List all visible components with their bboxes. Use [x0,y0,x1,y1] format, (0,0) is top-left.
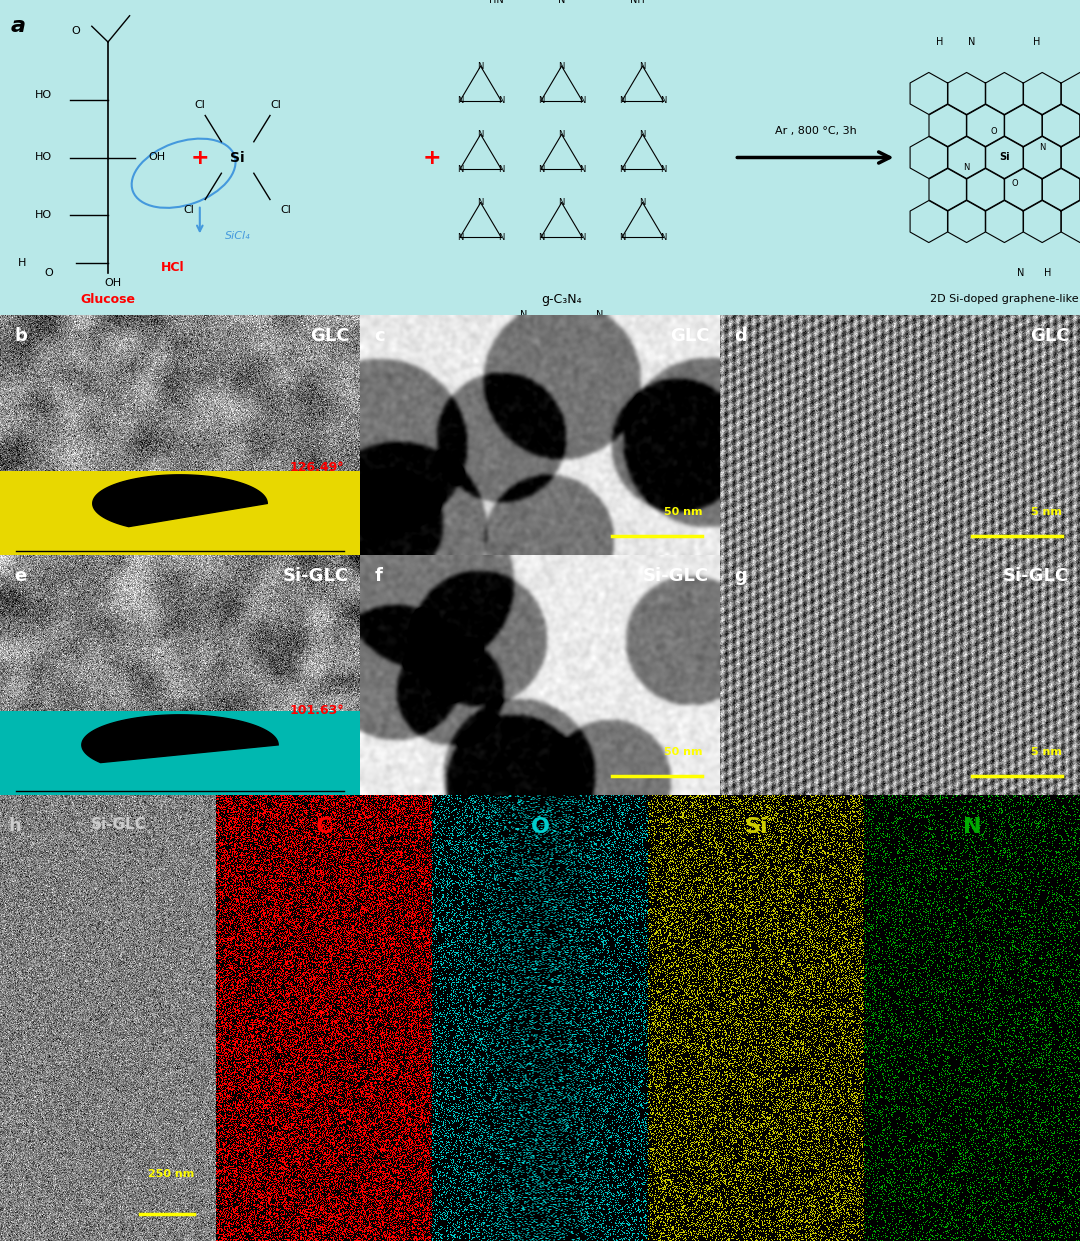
Text: 5 nm: 5 nm [1031,747,1062,757]
Text: N: N [538,165,544,174]
Text: Ar , 800 °C, 3h: Ar , 800 °C, 3h [774,127,856,137]
Text: e: e [14,567,27,585]
Text: N: N [619,97,625,105]
Text: 500 nm: 500 nm [296,506,342,516]
Text: Cl: Cl [194,101,205,110]
Text: Cl: Cl [184,205,194,215]
Text: d: d [734,326,747,345]
Text: HO: HO [35,89,52,99]
Text: N: N [962,818,982,838]
Text: O: O [530,818,550,838]
Text: Si: Si [230,150,245,165]
Text: O: O [1012,179,1018,189]
Text: OH: OH [148,153,165,163]
Text: N: N [619,165,625,174]
Text: N: N [579,233,585,242]
Text: c: c [375,326,386,345]
Text: C: C [315,818,333,838]
Text: SiCl₄: SiCl₄ [225,231,251,241]
Text: N: N [619,233,625,242]
Text: N: N [969,37,975,47]
Text: N: N [457,97,463,105]
Text: O: O [990,127,997,135]
Text: O: O [44,268,53,278]
Text: GLC: GLC [670,326,710,345]
Text: N: N [477,62,484,71]
Text: H: H [1034,37,1040,47]
Text: N: N [1039,143,1045,151]
Text: a: a [11,16,26,36]
Text: N: N [579,165,585,174]
Text: Si-GLC: Si-GLC [1003,567,1069,585]
Text: N: N [558,130,565,139]
Text: 250 nm: 250 nm [148,1169,194,1179]
Text: N: N [639,130,646,139]
Text: N: N [477,130,484,139]
Text: HCl: HCl [161,262,185,274]
Text: GLC: GLC [310,326,349,345]
Text: NH: NH [630,0,645,5]
Text: OH: OH [105,278,122,288]
Text: 50 nm: 50 nm [663,506,702,516]
Text: N: N [639,62,646,71]
Text: O: O [71,26,80,36]
Text: Cl: Cl [270,101,281,110]
Text: N: N [639,199,646,207]
Text: g-C₃N₄: g-C₃N₄ [541,293,582,305]
Text: 50 nm: 50 nm [663,747,702,757]
Text: +: + [190,148,210,168]
Text: Si-GLC: Si-GLC [643,567,710,585]
Text: Si: Si [744,818,768,838]
Text: N: N [660,233,666,242]
Text: H: H [1044,268,1051,278]
Text: N: N [596,310,603,320]
Text: N: N [538,233,544,242]
Text: H: H [936,37,943,47]
Text: H: H [17,257,26,268]
Text: N: N [558,62,565,71]
Text: HO: HO [35,210,52,220]
Text: N: N [579,97,585,105]
Text: N: N [457,233,463,242]
Text: b: b [14,326,27,345]
Text: N: N [457,165,463,174]
Text: +: + [422,148,442,168]
Text: N: N [477,199,484,207]
Text: f: f [375,567,382,585]
Text: N: N [1017,268,1024,278]
Text: N: N [498,165,504,174]
Text: N: N [660,97,666,105]
Text: Glucose: Glucose [81,293,135,305]
Text: h: h [9,818,22,835]
Text: N: N [558,0,565,5]
Text: N: N [538,97,544,105]
Text: Si-GLC: Si-GLC [283,567,349,585]
Text: N: N [558,199,565,207]
Text: Cl: Cl [281,205,292,215]
Text: N: N [498,233,504,242]
Text: Si-GLC: Si-GLC [91,818,147,833]
Text: GLC: GLC [1029,326,1069,345]
Text: HN: HN [489,0,504,5]
Text: g: g [734,567,747,585]
Text: N: N [521,310,527,320]
Text: 500 nm: 500 nm [296,747,342,757]
Text: Si: Si [999,153,1010,163]
Text: N: N [498,97,504,105]
Text: HO: HO [35,153,52,163]
Text: 2D Si-doped graphene-like: 2D Si-doped graphene-like [930,294,1079,304]
Text: N: N [963,164,970,172]
Text: 5 nm: 5 nm [1031,506,1062,516]
Text: N: N [660,165,666,174]
